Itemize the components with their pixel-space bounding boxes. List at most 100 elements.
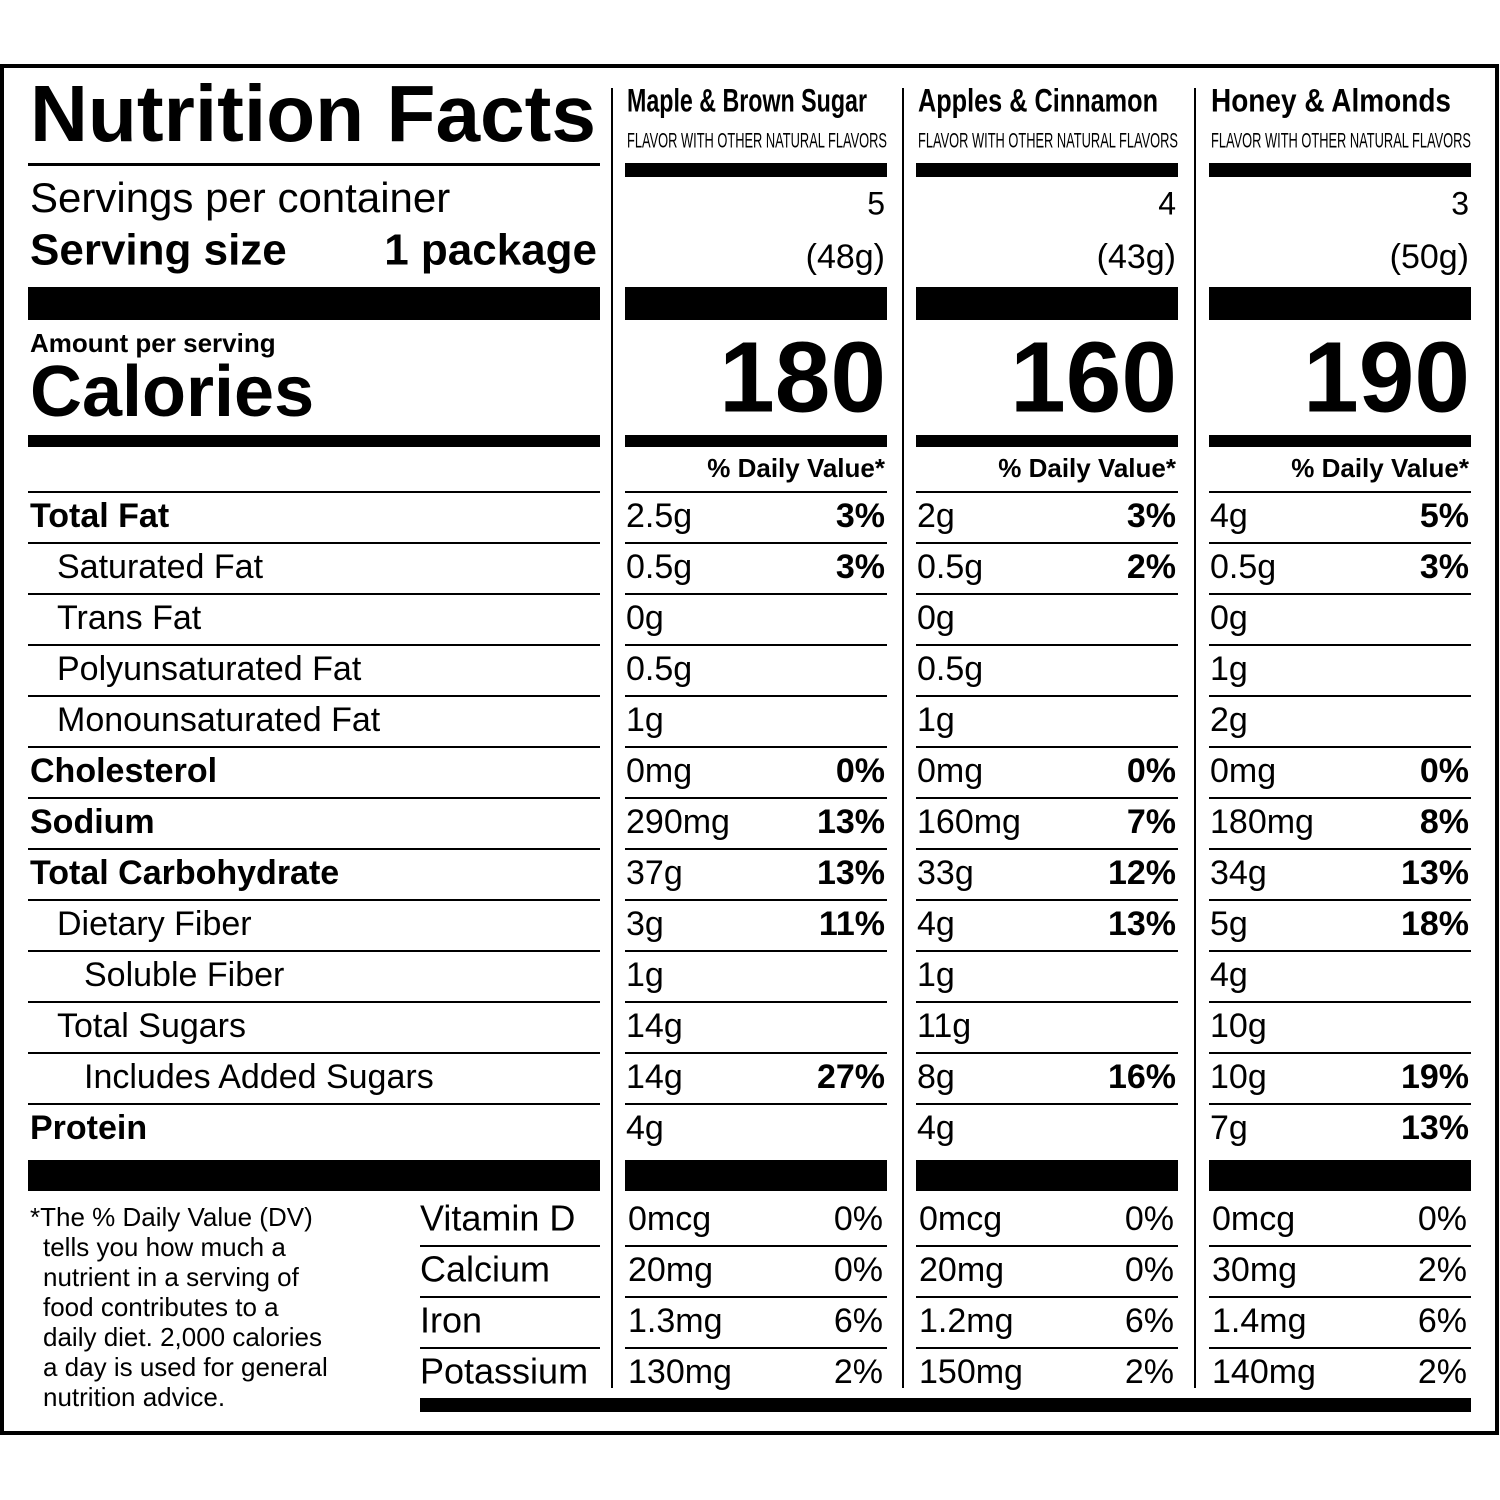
nutrient-dv: 2%	[1127, 548, 1176, 586]
row-rule	[916, 1001, 1178, 1003]
nutrient-amount: 5g	[1210, 905, 1248, 943]
nutrient-amount: 4g	[1210, 956, 1248, 994]
title: Nutrition Facts	[30, 69, 596, 158]
nutrient-dv: 19%	[1401, 1058, 1469, 1096]
vitamin-dv: 6%	[1125, 1302, 1174, 1340]
nutrient-amount: 290mg	[626, 803, 730, 841]
vitamin-dv: 0%	[834, 1251, 883, 1289]
footnote-line: nutrition advice.	[43, 1382, 225, 1412]
row-rule	[28, 848, 600, 850]
row-rule	[420, 1296, 600, 1298]
row-rule	[1209, 1347, 1471, 1349]
nutrient-amount: 1g	[917, 956, 955, 994]
row-rule	[28, 1001, 600, 1003]
column-name: Maple & Brown Sugar	[627, 82, 867, 118]
thick-rule	[28, 1160, 600, 1191]
vitamin-dv: 2%	[1125, 1353, 1174, 1391]
thick-rule	[916, 287, 1178, 320]
nutrient-label: Protein	[30, 1109, 147, 1147]
row-rule	[28, 542, 600, 544]
vitamin-amount: 150mg	[919, 1353, 1023, 1391]
serving-size-label: Serving size	[30, 226, 287, 275]
nutrient-amount: 10g	[1210, 1007, 1267, 1045]
nutrient-amount: 14g	[626, 1058, 683, 1096]
nutrient-label: Total Fat	[30, 497, 169, 535]
vitamin-label: Vitamin D	[420, 1198, 575, 1239]
nutrient-label: Total Carbohydrate	[30, 854, 339, 892]
row-rule	[916, 950, 1178, 952]
column-header-rule	[1209, 163, 1471, 177]
nutrient-dv: 13%	[1401, 854, 1469, 892]
nutrient-label: Monounsaturated Fat	[57, 701, 381, 739]
nutrient-label: Trans Fat	[57, 599, 202, 637]
vitamin-amount: 0mcg	[628, 1200, 711, 1238]
nutrient-amount: 2.5g	[626, 497, 692, 535]
nutrient-amount: 10g	[1210, 1058, 1267, 1096]
row-rule	[420, 1245, 600, 1247]
nutrient-dv: 18%	[1401, 905, 1469, 943]
row-rule	[916, 644, 1178, 646]
vitamin-amount: 0mcg	[1212, 1200, 1295, 1238]
nutrient-dv: 13%	[1108, 905, 1176, 943]
nutrient-dv: 3%	[836, 548, 885, 586]
daily-value-header: % Daily Value*	[1291, 453, 1470, 483]
nutrient-amount: 0g	[1210, 599, 1248, 637]
nutrient-dv: 13%	[817, 854, 885, 892]
row-rule	[625, 899, 887, 901]
column-header-rule	[625, 163, 887, 177]
row-rule	[625, 1296, 887, 1298]
row-rule	[916, 1245, 1178, 1247]
outer-border	[0, 64, 1499, 1435]
row-rule	[1209, 950, 1471, 952]
footnote-line: food contributes to a	[43, 1292, 279, 1322]
vitamin-label: Iron	[420, 1300, 482, 1341]
row-rule	[625, 695, 887, 697]
vitamin-dv: 0%	[834, 1200, 883, 1238]
column-subtitle: FLAVOR WITH OTHER NATURAL FLAVORS	[1211, 130, 1471, 153]
vitamin-dv: 2%	[834, 1353, 883, 1391]
nutrient-amount: 1g	[1210, 650, 1248, 688]
column-separator	[1194, 88, 1196, 1388]
nutrient-amount: 4g	[626, 1109, 664, 1147]
servings: 3	[1451, 185, 1469, 221]
row-rule	[916, 797, 1178, 799]
vitamin-dv: 0%	[1125, 1251, 1174, 1289]
vitamin-amount: 20mg	[919, 1251, 1004, 1289]
row-rule	[916, 1052, 1178, 1054]
footnote-line: tells you how much a	[43, 1232, 286, 1262]
nutrient-label: Dietary Fiber	[57, 905, 252, 943]
row-rule	[28, 593, 600, 595]
nutrient-dv: 3%	[1420, 548, 1469, 586]
nutrient-dv: 11%	[819, 905, 885, 943]
nutrient-dv: 5%	[1420, 497, 1469, 535]
nutrient-amount: 7g	[1210, 1109, 1248, 1147]
nutrient-amount: 4g	[917, 1109, 955, 1147]
calories-rule	[625, 435, 887, 447]
row-rule	[916, 1103, 1178, 1105]
nutrient-amount: 0.5g	[626, 548, 692, 586]
servings: 5	[867, 185, 885, 221]
row-rule	[625, 1347, 887, 1349]
vitamin-amount: 1.2mg	[919, 1302, 1014, 1340]
nutrient-dv: 27%	[817, 1058, 885, 1096]
nutrient-amount: 160mg	[917, 803, 1021, 841]
dv-rule	[1209, 491, 1471, 493]
bottom-rule	[420, 1398, 1471, 1412]
row-rule	[625, 1001, 887, 1003]
row-rule	[28, 950, 600, 952]
column-name: Honey & Almonds	[1211, 82, 1451, 118]
nutrient-amount: 1g	[626, 701, 664, 739]
row-rule	[916, 593, 1178, 595]
row-rule	[625, 848, 887, 850]
row-rule	[1209, 746, 1471, 748]
vitamin-label: Potassium	[420, 1351, 588, 1392]
column-header-rule	[916, 163, 1178, 177]
nutrient-label: Polyunsaturated Fat	[57, 650, 362, 688]
row-rule	[1209, 848, 1471, 850]
row-rule	[625, 542, 887, 544]
nutrient-dv: 12%	[1108, 854, 1176, 892]
thick-rule	[625, 287, 887, 320]
vitamin-amount: 20mg	[628, 1251, 713, 1289]
serving-size: (43g)	[1097, 238, 1176, 276]
